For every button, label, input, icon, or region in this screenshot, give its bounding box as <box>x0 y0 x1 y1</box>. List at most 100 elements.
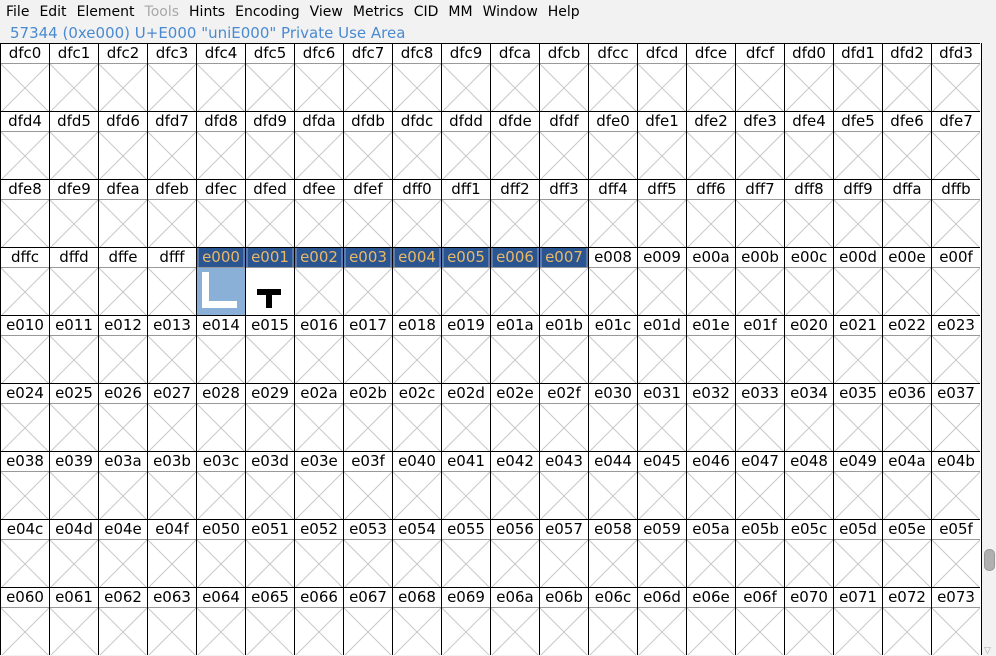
glyph-cell-e060[interactable]: e060 <box>0 587 49 655</box>
menu-file[interactable]: File <box>6 4 30 20</box>
glyph-cell-e064[interactable]: e064 <box>196 587 245 655</box>
glyph-cell-e054[interactable]: e054 <box>392 519 441 588</box>
glyph-cell-e073[interactable]: e073 <box>931 587 980 655</box>
glyph-cell-e045[interactable]: e045 <box>637 451 686 520</box>
glyph-cell-e04b[interactable]: e04b <box>931 451 980 520</box>
vertical-scrollbar[interactable]: ▽ <box>982 43 996 656</box>
glyph-cell-dfdf[interactable]: dfdf <box>539 111 588 180</box>
glyph-cell-dff3[interactable]: dff3 <box>539 179 588 248</box>
glyph-cell-e062[interactable]: e062 <box>98 587 147 655</box>
glyph-cell-e038[interactable]: e038 <box>0 451 49 520</box>
glyph-cell-dfee[interactable]: dfee <box>294 179 343 248</box>
glyph-cell-e024[interactable]: e024 <box>0 383 49 452</box>
glyph-cell-dfef[interactable]: dfef <box>343 179 392 248</box>
glyph-cell-e072[interactable]: e072 <box>882 587 931 655</box>
glyph-cell-e053[interactable]: e053 <box>343 519 392 588</box>
glyph-cell-e06f[interactable]: e06f <box>735 587 784 655</box>
glyph-cell-e057[interactable]: e057 <box>539 519 588 588</box>
glyph-cell-dfcf[interactable]: dfcf <box>735 43 784 112</box>
glyph-cell-e046[interactable]: e046 <box>686 451 735 520</box>
scrollbar-thumb[interactable] <box>984 549 995 571</box>
glyph-cell-e059[interactable]: e059 <box>637 519 686 588</box>
glyph-cell-e033[interactable]: e033 <box>735 383 784 452</box>
glyph-cell-dfd8[interactable]: dfd8 <box>196 111 245 180</box>
glyph-cell-e013[interactable]: e013 <box>147 315 196 384</box>
glyph-cell-e071[interactable]: e071 <box>833 587 882 655</box>
glyph-cell-e05d[interactable]: e05d <box>833 519 882 588</box>
glyph-cell-e015[interactable]: e015 <box>245 315 294 384</box>
glyph-cell-e027[interactable]: e027 <box>147 383 196 452</box>
glyph-cell-e003[interactable]: e003 <box>343 247 392 316</box>
glyph-cell-e02b[interactable]: e02b <box>343 383 392 452</box>
glyph-cell-e036[interactable]: e036 <box>882 383 931 452</box>
glyph-cell-dfe6[interactable]: dfe6 <box>882 111 931 180</box>
glyph-cell-dfc1[interactable]: dfc1 <box>49 43 98 112</box>
glyph-cell-dfe9[interactable]: dfe9 <box>49 179 98 248</box>
glyph-cell-dfd9[interactable]: dfd9 <box>245 111 294 180</box>
glyph-cell-dfe1[interactable]: dfe1 <box>637 111 686 180</box>
glyph-cell-e010[interactable]: e010 <box>0 315 49 384</box>
glyph-cell-e034[interactable]: e034 <box>784 383 833 452</box>
menu-metrics[interactable]: Metrics <box>352 4 404 20</box>
glyph-cell-dfca[interactable]: dfca <box>490 43 539 112</box>
glyph-cell-dff7[interactable]: dff7 <box>735 179 784 248</box>
glyph-cell-e02d[interactable]: e02d <box>441 383 490 452</box>
glyph-cell-dfc0[interactable]: dfc0 <box>0 43 49 112</box>
glyph-cell-e042[interactable]: e042 <box>490 451 539 520</box>
glyph-cell-e001[interactable]: e001 <box>245 247 294 315</box>
glyph-cell-e011[interactable]: e011 <box>49 315 98 384</box>
glyph-cell-dfea[interactable]: dfea <box>98 179 147 248</box>
glyph-cell-e021[interactable]: e021 <box>833 315 882 384</box>
glyph-cell-e018[interactable]: e018 <box>392 315 441 384</box>
menu-window[interactable]: Window <box>482 4 538 20</box>
glyph-cell-dfe5[interactable]: dfe5 <box>833 111 882 180</box>
glyph-cell-e01d[interactable]: e01d <box>637 315 686 384</box>
glyph-cell-e06b[interactable]: e06b <box>539 587 588 655</box>
glyph-cell-e068[interactable]: e068 <box>392 587 441 655</box>
menu-edit[interactable]: Edit <box>39 4 67 20</box>
glyph-cell-e035[interactable]: e035 <box>833 383 882 452</box>
glyph-cell-e020[interactable]: e020 <box>784 315 833 384</box>
menu-help[interactable]: Help <box>547 4 580 20</box>
glyph-cell-e02c[interactable]: e02c <box>392 383 441 452</box>
glyph-cell-dfd5[interactable]: dfd5 <box>49 111 98 180</box>
glyph-cell-e017[interactable]: e017 <box>343 315 392 384</box>
glyph-cell-dfe7[interactable]: dfe7 <box>931 111 980 180</box>
glyph-cell-e04f[interactable]: e04f <box>147 519 196 588</box>
glyph-cell-e066[interactable]: e066 <box>294 587 343 655</box>
glyph-cell-dffb[interactable]: dffb <box>931 179 980 248</box>
glyph-cell-dfc6[interactable]: dfc6 <box>294 43 343 112</box>
glyph-cell-dfdb[interactable]: dfdb <box>343 111 392 180</box>
glyph-cell-e041[interactable]: e041 <box>441 451 490 520</box>
glyph-cell-e05f[interactable]: e05f <box>931 519 980 588</box>
glyph-cell-e03b[interactable]: e03b <box>147 451 196 520</box>
glyph-cell-e028[interactable]: e028 <box>196 383 245 452</box>
scroll-down-arrow-icon[interactable]: ▽ <box>984 646 991 656</box>
glyph-cell-e009[interactable]: e009 <box>637 247 686 316</box>
glyph-cell-e004[interactable]: e004 <box>392 247 441 316</box>
glyph-cell-e058[interactable]: e058 <box>588 519 637 588</box>
glyph-cell-dfc5[interactable]: dfc5 <box>245 43 294 112</box>
glyph-cell-e026[interactable]: e026 <box>98 383 147 452</box>
glyph-cell-e01a[interactable]: e01a <box>490 315 539 384</box>
menu-element[interactable]: Element <box>76 4 135 20</box>
glyph-cell-e051[interactable]: e051 <box>245 519 294 588</box>
glyph-cell-dfcc[interactable]: dfcc <box>588 43 637 112</box>
glyph-cell-e025[interactable]: e025 <box>49 383 98 452</box>
glyph-cell-e061[interactable]: e061 <box>49 587 98 655</box>
glyph-cell-dfc7[interactable]: dfc7 <box>343 43 392 112</box>
glyph-cell-e00d[interactable]: e00d <box>833 247 882 316</box>
glyph-cell-dff9[interactable]: dff9 <box>833 179 882 248</box>
menu-view[interactable]: View <box>309 4 343 20</box>
glyph-cell-dfc8[interactable]: dfc8 <box>392 43 441 112</box>
glyph-cell-dfe3[interactable]: dfe3 <box>735 111 784 180</box>
glyph-cell-e063[interactable]: e063 <box>147 587 196 655</box>
glyph-cell-e049[interactable]: e049 <box>833 451 882 520</box>
glyph-cell-dffc[interactable]: dffc <box>0 247 49 316</box>
glyph-cell-dffa[interactable]: dffa <box>882 179 931 248</box>
glyph-cell-e050[interactable]: e050 <box>196 519 245 588</box>
glyph-cell-e016[interactable]: e016 <box>294 315 343 384</box>
glyph-cell-dff4[interactable]: dff4 <box>588 179 637 248</box>
glyph-cell-dff1[interactable]: dff1 <box>441 179 490 248</box>
glyph-cell-e02f[interactable]: e02f <box>539 383 588 452</box>
